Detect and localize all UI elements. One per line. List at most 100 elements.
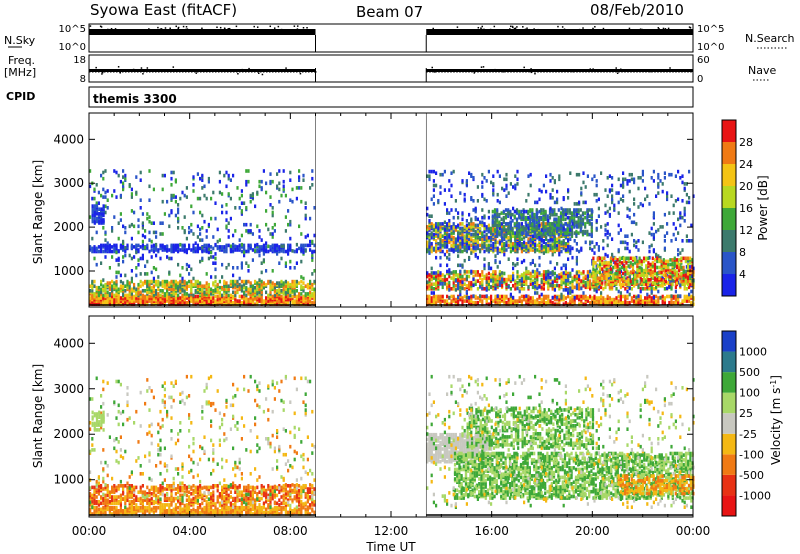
power-cell (641, 179, 644, 183)
power-cell (551, 246, 554, 251)
power-cell (496, 246, 499, 251)
power-cell (481, 277, 484, 282)
power-cell (595, 179, 598, 183)
power-cell (435, 284, 438, 288)
power-cell (282, 179, 285, 184)
power-cell (430, 197, 433, 202)
power-cell (590, 225, 593, 229)
power-cell (578, 172, 581, 177)
power-cell (247, 279, 250, 284)
power-cell (485, 273, 488, 277)
power-cell (518, 274, 521, 279)
power-cell (641, 203, 644, 208)
power-cell (575, 283, 578, 288)
freq-dot (300, 69, 302, 72)
power-cell (613, 203, 616, 208)
power-cell (507, 191, 510, 195)
power-cell (265, 245, 268, 249)
power-cell (496, 232, 499, 237)
power-cell (170, 183, 173, 187)
power-cell (148, 230, 151, 235)
power-cell (304, 284, 307, 288)
power-cell (470, 217, 473, 222)
power-cell (661, 294, 664, 299)
power-cell (516, 299, 519, 303)
power-cell (93, 292, 96, 296)
power-cell (575, 271, 578, 275)
power-cell (185, 248, 188, 252)
power-cell (443, 220, 446, 225)
power-cell (135, 190, 138, 195)
power-cell (535, 234, 538, 238)
power-cell (556, 200, 559, 205)
power-cell (586, 277, 589, 281)
power-cell (512, 284, 515, 288)
power-cell (646, 292, 649, 297)
nsearch-label: N.Search (745, 32, 795, 45)
power-cell (155, 282, 158, 287)
power-cell (558, 294, 561, 299)
power-cell (300, 284, 303, 288)
power-cell (117, 249, 120, 253)
power-cell (287, 252, 290, 256)
power-cell (311, 300, 314, 305)
power-cell (485, 297, 488, 302)
power-cell (468, 280, 471, 285)
power-cell (672, 294, 675, 299)
power-cell (515, 211, 519, 215)
power-cell (309, 248, 312, 252)
power-cell (567, 188, 570, 192)
power-cell (117, 221, 120, 225)
freq-label-line2: [MHz] (4, 66, 36, 79)
power-cell (483, 257, 486, 261)
power-cell (685, 299, 688, 303)
power-cell (496, 219, 499, 223)
noise-spike (477, 26, 480, 29)
power-cell (571, 246, 574, 251)
power-cell (472, 294, 475, 298)
power-cell (437, 273, 440, 277)
power-cell (498, 220, 501, 225)
power-cell (95, 294, 98, 299)
noise-spike (592, 27, 594, 30)
power-cell (558, 284, 561, 288)
power-cell (183, 215, 186, 219)
power-cell (536, 211, 539, 215)
power-cell (168, 270, 171, 275)
power-cell (448, 284, 451, 288)
power-cell (564, 263, 567, 268)
power-cell (611, 183, 614, 188)
power-cell (218, 190, 221, 195)
power-cell (152, 266, 155, 270)
power-cell (258, 278, 261, 282)
power-cell (148, 198, 151, 202)
power-cell (459, 248, 462, 252)
power-cell (650, 296, 653, 300)
power-cell (254, 285, 257, 290)
power-cell (619, 197, 622, 202)
power-cell (311, 282, 314, 287)
power-cell (137, 258, 140, 262)
power-cell (507, 235, 510, 240)
power-cell (496, 192, 499, 197)
power-cell (243, 246, 246, 251)
power-cell (313, 206, 316, 210)
power-cell (501, 274, 504, 279)
power-cell (115, 270, 118, 275)
power-cell (293, 279, 296, 284)
power-cell (426, 294, 429, 299)
noise-spike (302, 27, 305, 29)
power-cell (465, 299, 468, 303)
power-cell (533, 223, 536, 228)
power-cell (124, 176, 127, 181)
power-cell (247, 229, 250, 233)
power-cell (148, 215, 151, 219)
power-cell (562, 294, 565, 299)
power-cell (551, 242, 554, 246)
power-cell (450, 302, 453, 306)
power-cell (652, 287, 655, 291)
power-cell (575, 286, 578, 291)
power-cell (547, 277, 550, 282)
power-cell (194, 302, 197, 306)
power-cell (604, 228, 607, 232)
